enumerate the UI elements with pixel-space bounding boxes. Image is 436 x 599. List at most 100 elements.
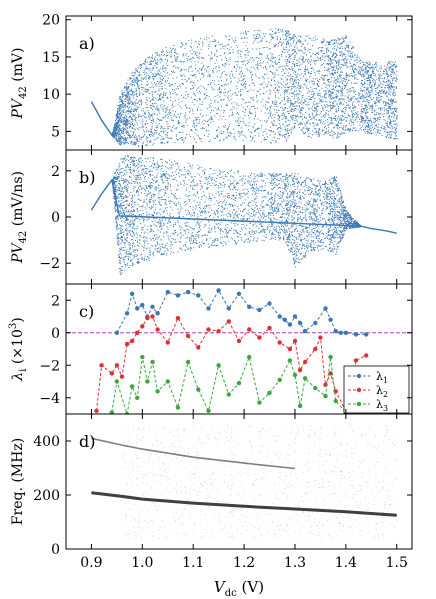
data-point: [384, 93, 386, 95]
data-point: [299, 106, 300, 108]
data-point: [352, 127, 354, 129]
data-point: [181, 78, 183, 80]
data-point: [292, 42, 294, 44]
y-tick-label: 20: [42, 13, 60, 29]
data-point: [294, 95, 296, 97]
data-point: [147, 99, 149, 101]
data-point: [357, 115, 359, 117]
data-point: [225, 125, 226, 127]
data-point: [378, 108, 380, 110]
data-point: [294, 126, 296, 128]
data-point: [365, 61, 367, 63]
data-point: [153, 106, 155, 108]
data-point: [151, 61, 153, 63]
data-point: [138, 80, 140, 82]
data-point: [325, 87, 327, 88]
data-point: [134, 138, 136, 140]
data-point: [301, 129, 303, 131]
data-point: [247, 106, 248, 108]
data-point: [242, 32, 244, 34]
data-point: [141, 137, 143, 139]
data-point: [336, 76, 338, 78]
data-point: [396, 78, 398, 80]
data-point: [340, 79, 342, 81]
data-point: [364, 100, 366, 102]
data-point: [341, 36, 343, 38]
data-point: [296, 52, 298, 54]
data-point: [203, 38, 205, 40]
data-point: [386, 120, 388, 122]
data-point: [363, 76, 365, 78]
data-point: [311, 71, 313, 72]
data-point: [125, 95, 127, 97]
data-point: [283, 109, 285, 111]
data-point: [346, 45, 348, 47]
data-point: [236, 44, 238, 46]
data-point: [242, 84, 244, 86]
data-point: [266, 84, 268, 85]
data-point: [366, 126, 368, 127]
data-point: [116, 128, 118, 130]
data-point: [348, 52, 350, 54]
data-point: [380, 117, 382, 119]
data-point: [343, 118, 345, 120]
data-point: [388, 123, 390, 125]
data-point: [139, 100, 141, 102]
data-point: [386, 91, 388, 93]
data-point: [177, 139, 178, 141]
data-point: [123, 110, 125, 112]
data-point: [230, 132, 231, 134]
data-point: [165, 115, 167, 116]
data-point: [225, 104, 227, 106]
data-point: [341, 45, 343, 47]
data-point: [132, 91, 134, 93]
data-point: [131, 93, 133, 95]
data-point: [351, 121, 353, 123]
data-point: [149, 87, 151, 89]
data-point: [136, 82, 138, 84]
data-point: [387, 73, 388, 75]
data-point: [356, 62, 358, 64]
data-point: [321, 64, 323, 66]
data-point: [170, 129, 172, 131]
data-point: [345, 61, 347, 63]
data-point: [141, 76, 143, 78]
data-point: [322, 56, 324, 58]
data-point: [288, 68, 290, 69]
data-point: [388, 116, 390, 118]
data-point: [240, 134, 242, 136]
data-point: [369, 68, 371, 70]
data-point: [126, 119, 128, 121]
data-point: [115, 138, 117, 140]
data-point: [348, 107, 350, 109]
data-point: [307, 50, 309, 52]
data-point: [359, 60, 361, 62]
data-point: [159, 120, 161, 122]
data-point: [297, 124, 299, 126]
data-point: [143, 129, 144, 131]
data-point: [127, 92, 129, 94]
data-point: [369, 63, 371, 65]
data-point: [283, 39, 285, 41]
data-point: [151, 57, 153, 59]
data-point: [125, 124, 127, 126]
data-point: [294, 86, 296, 88]
data-point: [166, 121, 168, 123]
data-point: [129, 83, 131, 85]
data-point: [173, 65, 175, 67]
data-point: [132, 141, 134, 143]
data-point: [236, 87, 238, 89]
data-point: [163, 104, 165, 106]
data-point: [354, 59, 356, 61]
data-point: [300, 91, 302, 93]
data-point: [257, 68, 259, 70]
data-point: [375, 78, 377, 80]
data-point: [394, 108, 395, 110]
data-point: [143, 77, 145, 79]
data-point: [139, 138, 141, 140]
data-point: [329, 73, 331, 75]
data-point: [121, 106, 123, 108]
data-point: [307, 69, 309, 71]
data-point: [312, 105, 313, 107]
data-point: [240, 50, 242, 52]
